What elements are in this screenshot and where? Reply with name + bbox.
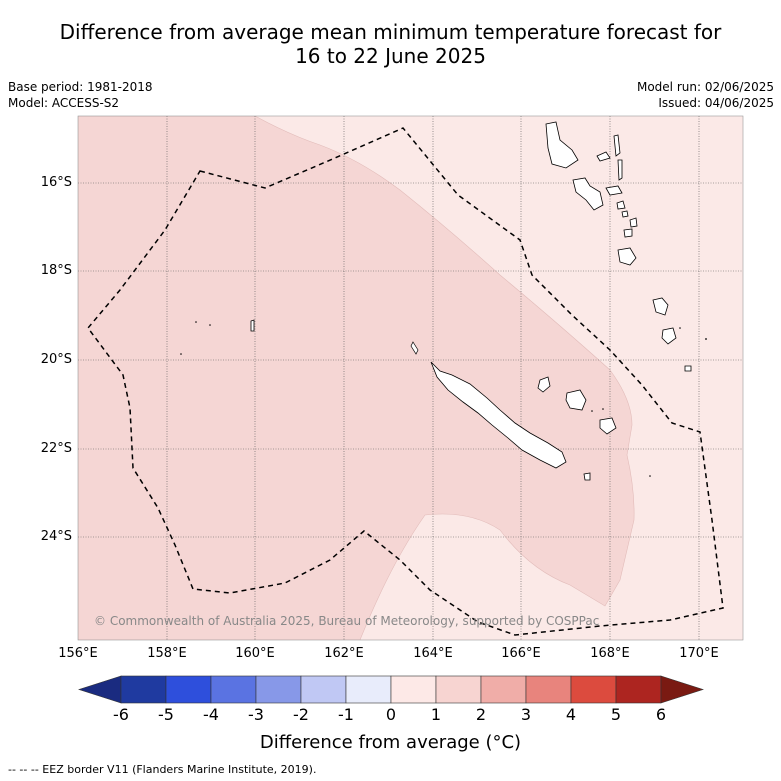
shepherd-islands — [621, 210, 638, 228]
lat-label: 24°S — [40, 529, 72, 544]
lon-label: 164°E — [413, 646, 453, 661]
colorbar-tick-label: -5 — [158, 705, 174, 724]
model-name: Model: ACCESS-S2 — [8, 96, 120, 110]
colorbar-tick-label: -1 — [338, 705, 354, 724]
small-islets — [180, 321, 707, 477]
colorbar-segment — [480, 675, 527, 704]
colorbar-segment — [390, 675, 437, 704]
graticule — [78, 116, 743, 640]
colorbar-label: Difference from average (°C) — [259, 732, 522, 753]
footnote: -- -- -- EEZ border V11 (Flanders Marine… — [8, 763, 317, 776]
colorbar-segment — [300, 675, 347, 704]
colorbar-segment — [120, 675, 167, 704]
lat-label: 18°S — [40, 263, 72, 278]
model-run: Model run: 02/06/2025 — [636, 80, 774, 94]
lat-label: 22°S — [40, 441, 72, 456]
aneityum-island — [661, 327, 677, 345]
colorbar-segment — [210, 675, 257, 704]
base-period: Base period: 1981-2018 — [8, 80, 153, 94]
lon-label: 168°E — [590, 646, 630, 661]
copyright-notice: © Commonwealth of Australia 2025, Bureau… — [94, 614, 600, 628]
tanna-island — [652, 297, 669, 316]
colorbar-tick-label: 1 — [430, 705, 442, 724]
colorbar-segment — [165, 675, 212, 704]
eez-border — [87, 127, 724, 636]
chesterfield-islands — [250, 319, 255, 332]
lon-label: 158°E — [147, 646, 187, 661]
espiritu-santo-island — [545, 121, 579, 169]
pentecost-island — [617, 159, 623, 181]
colorbar-tick-label: 2 — [475, 705, 487, 724]
belep-islands — [410, 341, 419, 355]
efate-island — [623, 228, 633, 238]
maewo-island — [613, 134, 621, 157]
lon-label: 156°E — [58, 646, 98, 661]
isle-of-pines — [583, 472, 591, 481]
colorbar-tick-label: 3 — [520, 705, 532, 724]
colorbar-tick-label: 0 — [385, 705, 397, 724]
issued-date: Issued: 04/06/2025 — [658, 96, 774, 110]
map-title-line2: 16 to 22 June 2025 — [295, 44, 486, 68]
map-frame — [77, 115, 744, 641]
colorbar-segment — [345, 675, 392, 704]
colorbar-segment — [525, 675, 572, 704]
ouvea-island — [537, 376, 551, 393]
colorbar-segment — [570, 675, 617, 704]
lon-label: 170°E — [679, 646, 719, 661]
map-title-line1: Difference from average mean minimum tem… — [59, 20, 722, 44]
lat-label: 20°S — [40, 352, 72, 367]
colorbar-high-extend — [660, 675, 704, 704]
ambae-island — [596, 151, 611, 162]
anomaly-region-1-to-2 — [78, 116, 635, 640]
colorbar — [78, 675, 704, 704]
colorbar-segment — [255, 675, 302, 704]
erromango-island — [617, 247, 637, 266]
malekula-island — [572, 177, 604, 211]
colorbar-tick-label: -6 — [113, 705, 129, 724]
colorbar-segment — [615, 675, 662, 704]
mare-island — [599, 417, 617, 435]
lon-label: 160°E — [235, 646, 275, 661]
colorbar-low-extend — [78, 675, 122, 704]
lon-label: 162°E — [324, 646, 364, 661]
epi-island — [616, 200, 626, 210]
new-caledonia-island — [430, 361, 567, 469]
colorbar-tick-label: -4 — [203, 705, 219, 724]
colorbar-segment — [435, 675, 482, 704]
lon-label: 166°E — [501, 646, 541, 661]
matthew-island — [684, 365, 692, 372]
lat-label: 16°S — [40, 175, 72, 190]
colorbar-tick-label: -2 — [293, 705, 309, 724]
colorbar-tick-label: 6 — [655, 705, 667, 724]
colorbar-tick-label: 5 — [610, 705, 622, 724]
lifou-island — [565, 389, 587, 411]
ambrym-island — [605, 185, 623, 196]
colorbar-tick-label: 4 — [565, 705, 577, 724]
colorbar-tick-label: -3 — [248, 705, 264, 724]
